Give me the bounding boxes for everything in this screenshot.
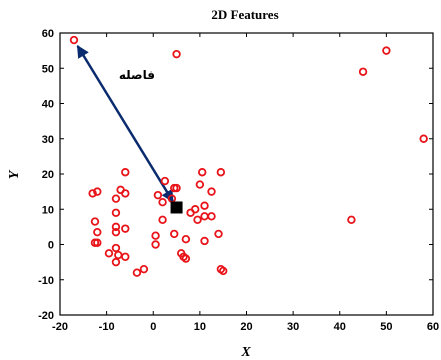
- data-point: [111, 227, 121, 237]
- y-tick-label: -10: [38, 275, 54, 287]
- x-tick-label: -20: [52, 321, 68, 333]
- data-point: [93, 187, 102, 196]
- data-point: [198, 168, 207, 177]
- x-tick-label: 10: [194, 321, 206, 333]
- data-point: [114, 250, 123, 260]
- data-point: [158, 197, 167, 207]
- x-tick-label: 40: [334, 321, 346, 333]
- data-point: [200, 201, 209, 210]
- x-tick-label: -10: [99, 321, 115, 333]
- data-point: [88, 189, 97, 198]
- data-point: [179, 252, 188, 262]
- x-tick-label: 30: [287, 321, 299, 333]
- y-axis-label: Y: [7, 169, 22, 179]
- data-point: [358, 67, 368, 76]
- data-point: [382, 46, 391, 55]
- data-point: [158, 215, 167, 225]
- data-point: [191, 205, 200, 214]
- data-point: [193, 215, 202, 225]
- data-point: [207, 187, 216, 196]
- y-tick-label: 40: [42, 99, 54, 111]
- data-point: [121, 252, 130, 262]
- data-point: [170, 229, 179, 239]
- plot-frame: [59, 32, 434, 316]
- distance-annotation-label: فاصله: [119, 68, 155, 82]
- data-point: [153, 190, 163, 200]
- data-point: [200, 212, 209, 221]
- data-point: [104, 249, 114, 258]
- data-point: [419, 134, 428, 143]
- x-tick-label: 50: [380, 321, 392, 333]
- data-point: [160, 176, 170, 186]
- data-point: [93, 238, 102, 247]
- centroid-point: [170, 201, 183, 214]
- data-point: [121, 224, 130, 233]
- y-tick-label: 60: [42, 28, 54, 40]
- data-point: [111, 257, 121, 267]
- x-tick-label: 0: [150, 321, 156, 333]
- data-point: [90, 217, 100, 226]
- x-tick-label: 20: [240, 321, 252, 333]
- data-point: [121, 168, 130, 177]
- data-point: [93, 227, 102, 237]
- x-axis-label: X: [240, 345, 251, 360]
- data-point: [172, 49, 181, 59]
- data-point: [111, 222, 121, 232]
- data-point: [218, 266, 228, 276]
- data-point: [111, 243, 121, 253]
- y-tick-label: -20: [38, 310, 54, 322]
- data-point: [195, 180, 205, 189]
- data-point: [172, 183, 181, 193]
- data-point: [200, 236, 209, 246]
- data-point: [111, 208, 121, 217]
- data-point: [151, 240, 160, 249]
- distance-arrow: [76, 44, 174, 203]
- x-tick-label: 60: [427, 321, 439, 333]
- data-point: [69, 35, 79, 45]
- y-tick-label: 10: [42, 204, 54, 216]
- y-tick-label: 30: [42, 134, 54, 146]
- data-point: [139, 264, 149, 274]
- y-tick-label: 50: [42, 63, 54, 75]
- data-point: [181, 235, 191, 244]
- chart-title: 2D Features: [211, 7, 278, 22]
- y-tick-label: 0: [48, 240, 54, 252]
- data-point: [207, 212, 216, 221]
- data-point: [132, 268, 142, 277]
- data-point: [347, 215, 356, 225]
- data-point: [214, 229, 223, 239]
- data-point: [111, 194, 121, 203]
- data-point: [151, 231, 160, 240]
- y-tick-label: 20: [42, 169, 54, 181]
- data-point: [121, 189, 130, 198]
- data-point: [216, 168, 226, 177]
